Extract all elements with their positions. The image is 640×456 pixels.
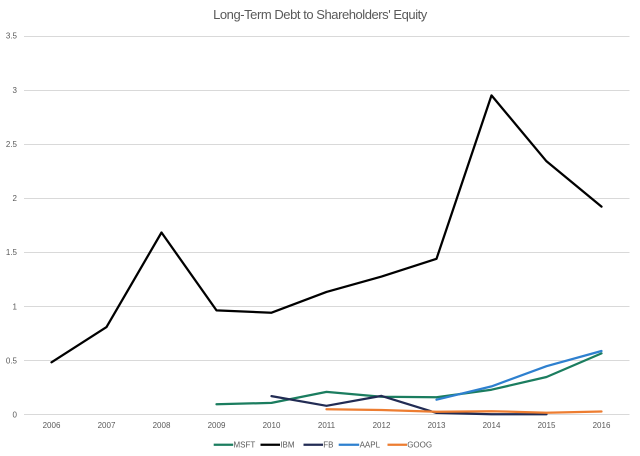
svg-text:2008: 2008 bbox=[153, 421, 171, 430]
svg-text:AAPL: AAPL bbox=[360, 441, 381, 450]
svg-text:3: 3 bbox=[13, 86, 18, 95]
svg-text:2013: 2013 bbox=[428, 421, 446, 430]
svg-text:2.5: 2.5 bbox=[6, 140, 18, 149]
svg-text:2015: 2015 bbox=[538, 421, 556, 430]
svg-text:MSFT: MSFT bbox=[234, 441, 256, 450]
svg-text:IBM: IBM bbox=[280, 441, 295, 450]
svg-text:Long-Term Debt to Shareholders: Long-Term Debt to Shareholders' Equity bbox=[213, 7, 428, 22]
svg-text:0: 0 bbox=[13, 411, 18, 420]
svg-text:2: 2 bbox=[13, 194, 18, 203]
svg-text:2012: 2012 bbox=[373, 421, 391, 430]
svg-text:GOOG: GOOG bbox=[407, 441, 432, 450]
svg-text:FB: FB bbox=[323, 441, 333, 450]
svg-text:2011: 2011 bbox=[318, 421, 336, 430]
svg-text:0.5: 0.5 bbox=[6, 357, 18, 366]
svg-text:3.5: 3.5 bbox=[6, 32, 18, 41]
svg-text:2010: 2010 bbox=[263, 421, 281, 430]
svg-text:2014: 2014 bbox=[483, 421, 501, 430]
svg-text:1.5: 1.5 bbox=[6, 248, 18, 257]
svg-text:2007: 2007 bbox=[98, 421, 116, 430]
svg-text:1: 1 bbox=[13, 302, 18, 311]
svg-text:2009: 2009 bbox=[208, 421, 226, 430]
svg-text:2016: 2016 bbox=[593, 421, 611, 430]
svg-text:2006: 2006 bbox=[43, 421, 61, 430]
